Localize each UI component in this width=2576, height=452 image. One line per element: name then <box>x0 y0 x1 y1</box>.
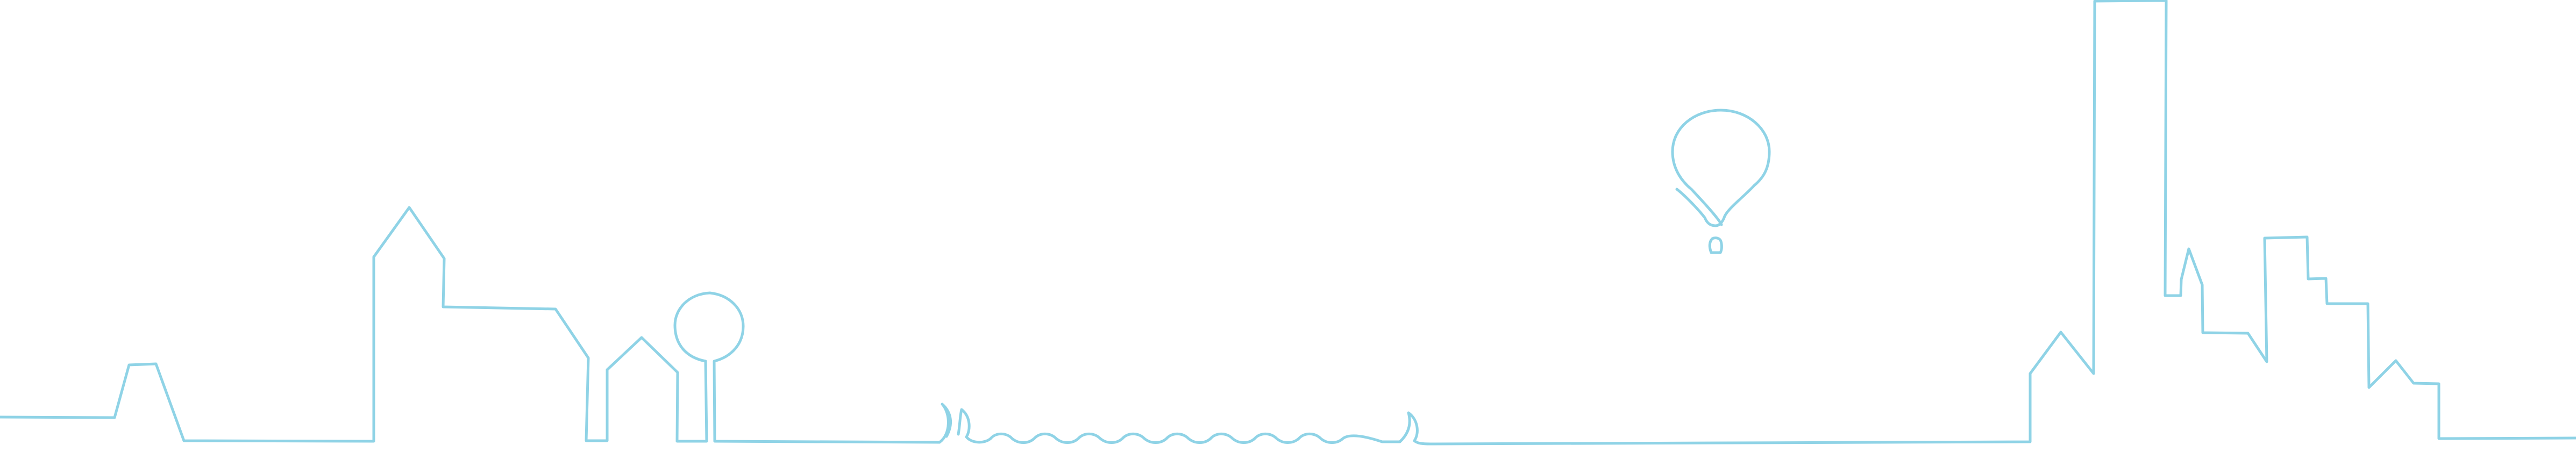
wavy-water-line-icon <box>938 403 1419 444</box>
hot-air-balloon-icon <box>1671 109 1771 227</box>
balloon-basket-icon <box>1708 236 1723 254</box>
tree-outline-icon <box>673 291 941 444</box>
ground-line-icon <box>1413 0 2576 446</box>
left-buildings-outline-icon <box>0 206 708 443</box>
